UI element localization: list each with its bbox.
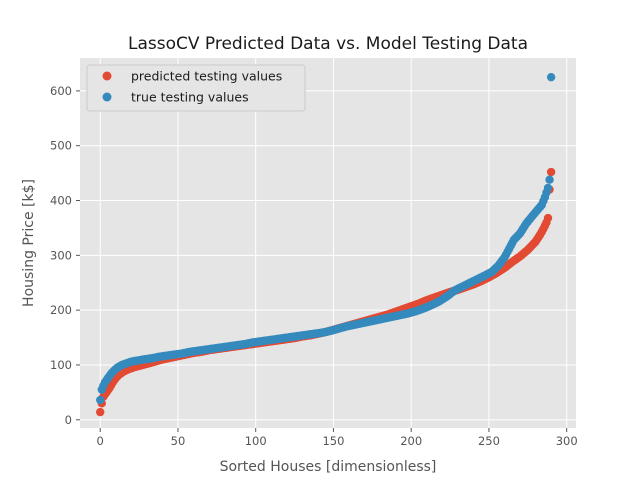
data-point	[96, 407, 105, 417]
gridlines	[80, 58, 576, 428]
legend-box	[86, 64, 306, 112]
data-point	[96, 395, 105, 405]
legend-label-true: true testing values	[131, 90, 249, 105]
chart-title: LassoCV Predicted Data vs. Model Testing…	[128, 34, 528, 54]
data-point	[546, 167, 556, 177]
x-axis-label: Sorted Houses [dimensionless]	[220, 459, 437, 475]
y-tick-label: 200	[50, 303, 72, 317]
plot-area	[80, 58, 576, 428]
y-axis-label: Housing Price [k$]	[21, 179, 37, 307]
legend-label-predicted: predicted testing values	[131, 69, 282, 84]
legend-marker-true	[102, 92, 112, 102]
y-tick-label: 0	[65, 413, 72, 427]
y-tick-label: 500	[50, 139, 72, 153]
y-tick-label: 600	[50, 84, 72, 98]
y-tick-label: 100	[50, 358, 72, 372]
axis-ticks: 0 50 100 150 200 250 300 0 100 200 300 400 500 600	[50, 84, 578, 448]
x-tick-label: 150	[322, 434, 344, 448]
data-points	[96, 72, 556, 417]
series-1	[96, 72, 556, 405]
data-point	[543, 183, 553, 193]
x-tick-label: 300	[556, 434, 578, 448]
x-tick-label: 0	[97, 434, 104, 448]
x-tick-label: 100	[245, 434, 267, 448]
data-point	[543, 213, 553, 223]
x-tick-label: 200	[400, 434, 422, 448]
y-tick-label: 300	[50, 248, 72, 262]
legend-marker-predicted	[102, 71, 112, 81]
legend: predicted testing values true testing va…	[86, 64, 306, 112]
x-tick-label: 250	[478, 434, 500, 448]
data-point	[545, 175, 554, 184]
y-tick-label: 400	[50, 194, 72, 208]
x-tick-label: 50	[171, 434, 186, 448]
data-point	[546, 72, 556, 82]
